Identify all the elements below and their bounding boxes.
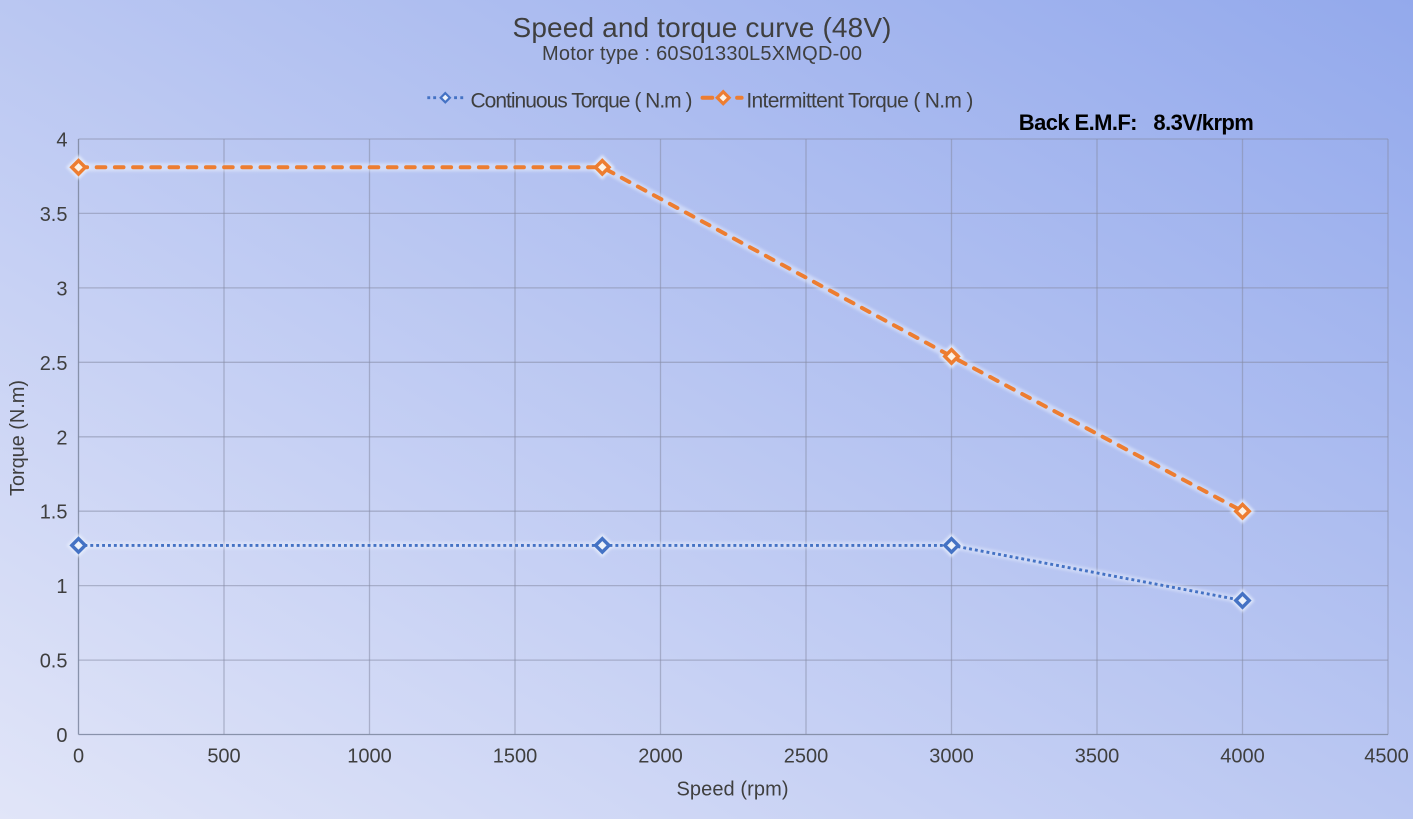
svg-text:0: 0 [73,746,84,768]
svg-text:3000: 3000 [929,746,974,768]
svg-text:0.5: 0.5 [40,651,68,673]
svg-text:0: 0 [56,725,67,747]
svg-text:Intermittent Torque ( N.m ): Intermittent Torque ( N.m ) [746,90,973,113]
svg-text:4500: 4500 [1364,746,1409,768]
svg-text:3: 3 [56,278,67,300]
svg-text:2.5: 2.5 [40,353,68,375]
svg-text:Speed (rpm): Speed (rpm) [677,779,789,801]
svg-text:2: 2 [56,427,67,449]
svg-text:4000: 4000 [1220,746,1265,768]
svg-text:1: 1 [56,576,67,598]
svg-text:1500: 1500 [493,746,538,768]
svg-text:500: 500 [207,746,240,768]
svg-text:Continuous Torque ( N.m ): Continuous Torque ( N.m ) [471,90,693,113]
svg-text:1.5: 1.5 [40,502,68,524]
svg-text:Speed and torque curve (48V): Speed and torque curve (48V) [513,12,892,43]
svg-text:4: 4 [56,130,67,152]
svg-text:3500: 3500 [1075,746,1120,768]
svg-text:Back E.M.F: 8.3V/krpm: Back E.M.F: 8.3V/krpm [1019,110,1254,135]
svg-text:2500: 2500 [784,746,829,768]
svg-text:Motor type : 60S01330L5XMQD-00: Motor type : 60S01330L5XMQD-00 [542,43,862,65]
svg-text:Torque (N.m): Torque (N.m) [7,380,29,496]
svg-text:1000: 1000 [347,746,392,768]
svg-text:2000: 2000 [638,746,683,768]
svg-text:3.5: 3.5 [40,204,68,226]
